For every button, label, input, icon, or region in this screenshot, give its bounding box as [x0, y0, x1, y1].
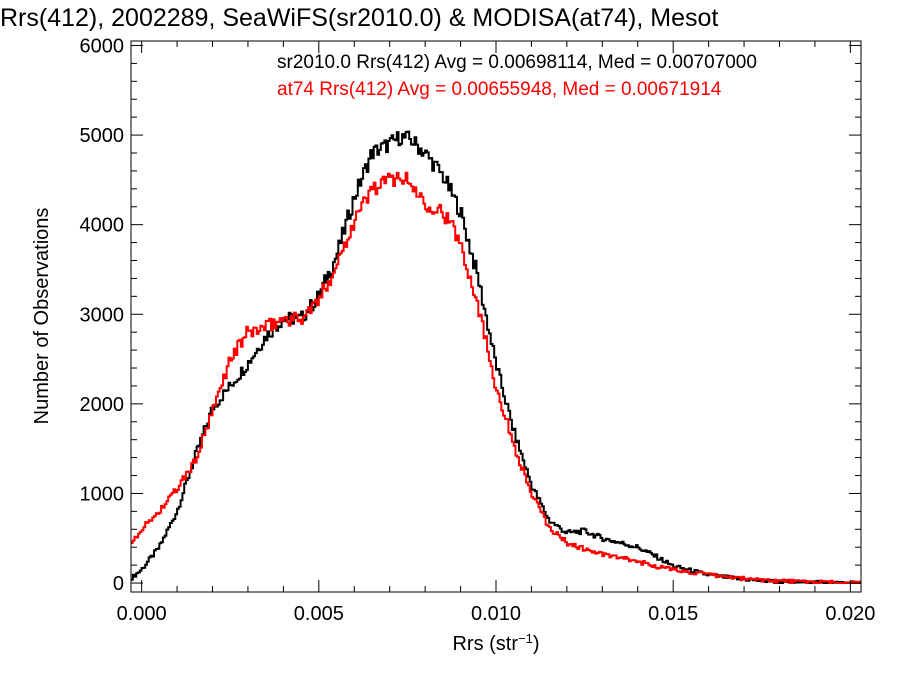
y-tick-label: 2000: [80, 394, 125, 416]
y-tick-label: 3000: [80, 304, 125, 326]
x-tick-label: 0.015: [648, 603, 698, 625]
x-axis-label: Rrs (str−1): [452, 631, 539, 655]
y-tick-labels: 0 1000 2000 3000 4000 5000 6000: [80, 35, 125, 595]
axis-ticks: [131, 41, 861, 592]
x-tick-label: 0.005: [294, 603, 344, 625]
x-axis-label-main: Rrs (str: [452, 633, 518, 655]
y-tick-label: 1000: [80, 483, 125, 505]
x-tick-label: 0.000: [117, 603, 167, 625]
plot-frame: [130, 40, 862, 593]
x-tick-label: 0.010: [471, 603, 521, 625]
y-tick-label: 5000: [80, 125, 125, 147]
y-tick-label: 0: [113, 573, 124, 595]
x-axis-label-close: ): [533, 633, 540, 655]
annotation-black-series: sr2010.0 Rrs(412) Avg = 0.00698114, Med …: [277, 52, 757, 73]
x-tick-label: 0.020: [825, 603, 875, 625]
annotation-red-series: at74 Rrs(412) Avg = 0.00655948, Med = 0.…: [277, 79, 722, 100]
chart-title: Rrs(412), 2002289, SeaWiFS(sr2010.0) & M…: [0, 4, 718, 32]
x-tick-labels: 0.000 0.005 0.010 0.015 0.020: [117, 603, 876, 625]
black-series-line: [131, 130, 861, 584]
red-series-line: [131, 171, 861, 584]
y-axis-label: Number of Observations: [31, 208, 53, 425]
y-tick-label: 6000: [80, 35, 125, 57]
x-axis-label-superscript: −1: [518, 631, 533, 646]
y-tick-label: 4000: [80, 215, 125, 237]
series-layer: [131, 130, 861, 584]
